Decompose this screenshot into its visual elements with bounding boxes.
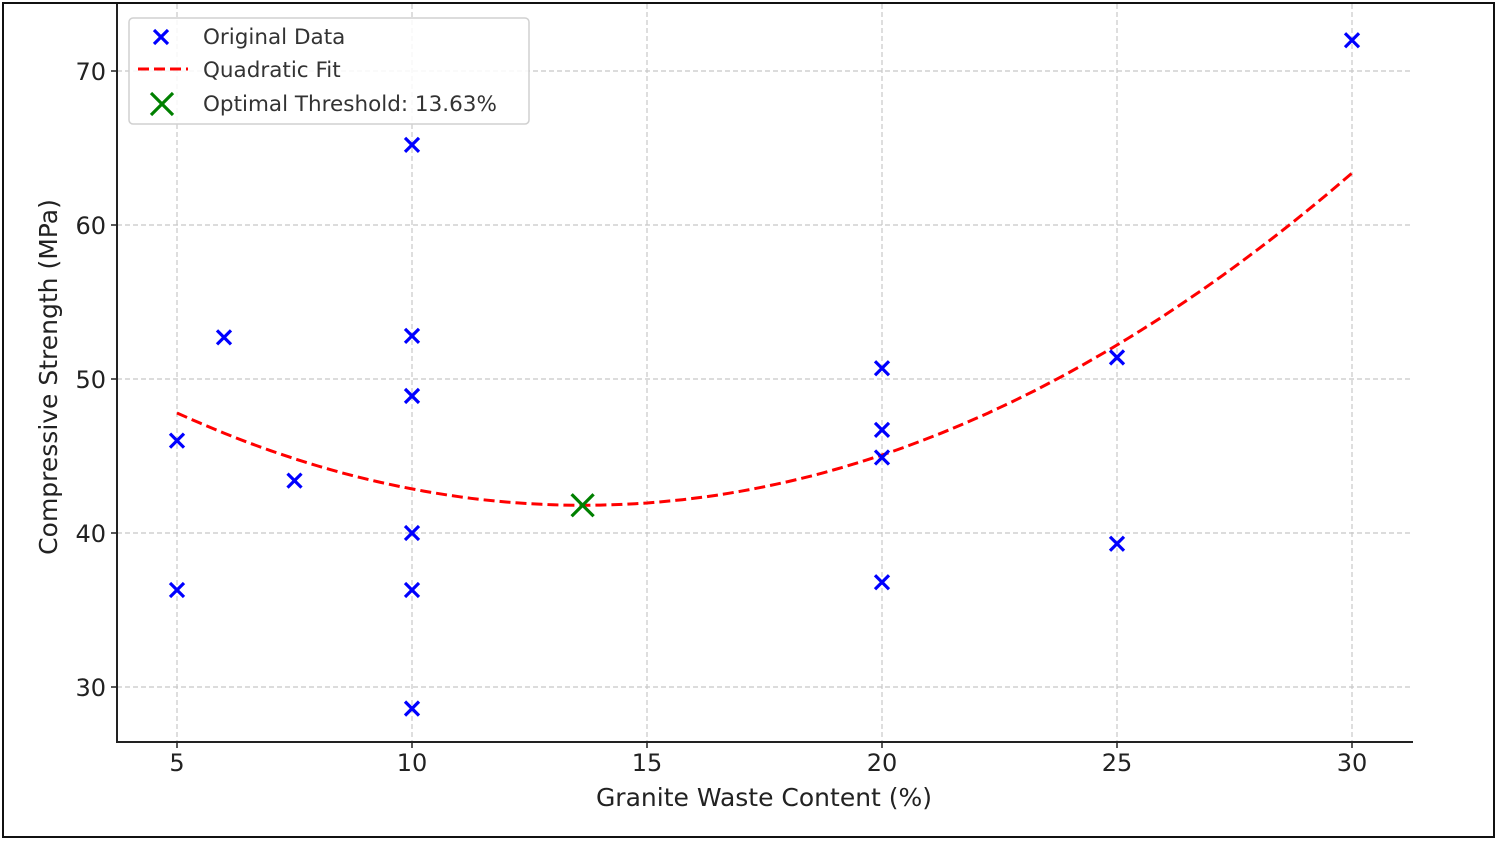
data-point-x-marker-icon xyxy=(403,524,421,542)
data-point-x-marker-icon xyxy=(286,472,303,489)
legend-item-original-data: Original Data xyxy=(152,25,345,50)
data-point-x-marker-icon xyxy=(873,449,891,466)
y-tick-label: 50 xyxy=(75,366,106,394)
data-point-x-marker-icon xyxy=(873,360,891,377)
data-points xyxy=(168,32,1361,717)
y-tick-label: 60 xyxy=(75,212,106,240)
data-point-x-marker-icon xyxy=(403,581,421,599)
tick-labels: 5 10 15 20 25 30 30 40 50 60 70 xyxy=(75,58,1367,777)
green-x-marker-icon xyxy=(149,91,175,117)
data-point-x-marker-icon xyxy=(168,432,186,449)
optimal-threshold-marker xyxy=(570,493,595,518)
x-tick-label: 20 xyxy=(867,749,898,777)
data-point-x-marker-icon xyxy=(168,581,186,599)
optimal-threshold-x-marker-icon xyxy=(570,493,595,518)
legend-box xyxy=(128,17,530,125)
blue-x-marker-icon xyxy=(152,28,170,46)
legend-item-quadratic-fit: Quadratic Fit xyxy=(138,58,341,83)
data-point-x-marker-icon xyxy=(403,136,421,154)
data-point-x-marker-icon xyxy=(873,574,891,591)
legend-label-optimal-threshold: Optimal Threshold: 13.63% xyxy=(203,92,497,117)
data-point-x-marker-icon xyxy=(1108,349,1126,366)
data-point-x-marker-icon xyxy=(1343,32,1361,49)
legend-item-optimal-threshold: Optimal Threshold: 13.63% xyxy=(149,91,497,117)
data-point-x-marker-icon xyxy=(403,327,421,345)
y-axis-label: Compressive Strength (MPa) xyxy=(34,199,63,555)
data-point-x-marker-icon xyxy=(215,329,233,346)
x-axis-label: Granite Waste Content (%) xyxy=(596,783,932,812)
data-point-x-marker-icon xyxy=(1108,535,1126,552)
x-tick-label: 30 xyxy=(1337,749,1368,777)
data-point-x-marker-icon xyxy=(403,387,421,405)
axes xyxy=(116,4,1413,743)
y-tick-label: 30 xyxy=(75,674,106,702)
data-point-x-marker-icon xyxy=(873,421,891,438)
legend: Original Data Quadratic Fit Optimal Thre… xyxy=(128,17,530,125)
legend-label-original-data: Original Data xyxy=(203,25,345,50)
x-tick-label: 5 xyxy=(169,749,184,777)
legend-label-quadratic-fit: Quadratic Fit xyxy=(203,58,341,83)
x-tick-label: 10 xyxy=(397,749,428,777)
y-tick-label: 70 xyxy=(75,58,106,86)
grid-lines xyxy=(117,4,1412,742)
quadratic-fit-line xyxy=(176,171,1353,507)
data-point-x-marker-icon xyxy=(403,700,421,717)
x-tick-label: 25 xyxy=(1102,749,1133,777)
y-tick-label: 40 xyxy=(75,520,106,548)
quadratic-fit-curve xyxy=(176,171,1353,507)
x-tick-label: 15 xyxy=(632,749,663,777)
